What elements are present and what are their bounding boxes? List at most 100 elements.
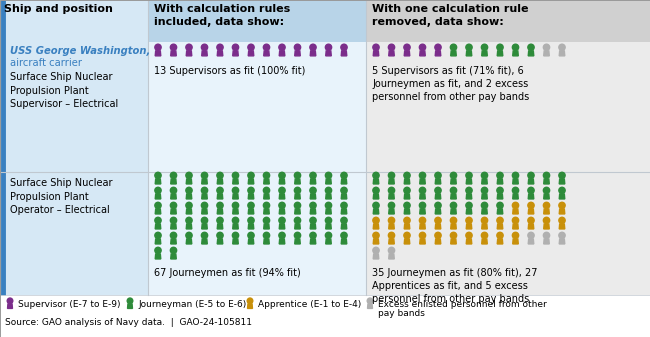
Bar <box>0 42 148 295</box>
Circle shape <box>279 217 285 223</box>
Circle shape <box>217 172 223 179</box>
Polygon shape <box>171 194 176 199</box>
Circle shape <box>186 202 192 209</box>
Polygon shape <box>294 194 300 199</box>
Circle shape <box>341 44 347 51</box>
Circle shape <box>373 232 379 239</box>
Polygon shape <box>186 224 192 229</box>
Circle shape <box>310 217 316 223</box>
Polygon shape <box>310 224 316 229</box>
Circle shape <box>482 44 488 51</box>
Polygon shape <box>155 224 161 229</box>
Circle shape <box>482 187 488 193</box>
Polygon shape <box>528 224 534 229</box>
Polygon shape <box>528 194 534 199</box>
Circle shape <box>373 44 379 51</box>
Circle shape <box>543 172 550 179</box>
Polygon shape <box>543 179 549 184</box>
Circle shape <box>186 172 192 179</box>
Circle shape <box>232 172 239 179</box>
Circle shape <box>497 202 503 209</box>
Text: Excess enlisted personnel from other: Excess enlisted personnel from other <box>378 300 547 309</box>
Circle shape <box>482 217 488 223</box>
Circle shape <box>404 187 410 193</box>
Circle shape <box>435 232 441 239</box>
Polygon shape <box>436 224 441 229</box>
Text: Ship and position: Ship and position <box>4 4 113 14</box>
Polygon shape <box>389 209 395 214</box>
Circle shape <box>450 187 457 193</box>
Circle shape <box>466 202 472 209</box>
Polygon shape <box>233 51 239 56</box>
Polygon shape <box>280 51 285 56</box>
Polygon shape <box>248 179 254 184</box>
Polygon shape <box>341 194 347 199</box>
Polygon shape <box>513 239 518 244</box>
Polygon shape <box>497 51 503 56</box>
Polygon shape <box>294 239 300 244</box>
Circle shape <box>373 187 379 193</box>
Circle shape <box>310 202 316 209</box>
Circle shape <box>202 202 207 209</box>
Circle shape <box>217 232 223 239</box>
Circle shape <box>419 187 426 193</box>
Polygon shape <box>497 194 503 199</box>
Polygon shape <box>450 209 456 214</box>
Circle shape <box>482 172 488 179</box>
Polygon shape <box>559 239 565 244</box>
Circle shape <box>186 187 192 193</box>
Circle shape <box>326 44 332 51</box>
Circle shape <box>466 232 472 239</box>
Circle shape <box>263 44 270 51</box>
Circle shape <box>543 232 550 239</box>
Polygon shape <box>186 51 192 56</box>
Polygon shape <box>341 224 347 229</box>
Circle shape <box>248 232 254 239</box>
Polygon shape <box>466 51 472 56</box>
Polygon shape <box>155 209 161 214</box>
Polygon shape <box>404 51 410 56</box>
Polygon shape <box>294 51 300 56</box>
Circle shape <box>543 187 550 193</box>
Circle shape <box>155 187 161 193</box>
Circle shape <box>217 44 223 51</box>
Polygon shape <box>155 239 161 244</box>
Circle shape <box>310 232 316 239</box>
Polygon shape <box>450 224 456 229</box>
Polygon shape <box>186 209 192 214</box>
Text: Surface Ship Nuclear
Propulsion Plant
Operator – Electrical: Surface Ship Nuclear Propulsion Plant Op… <box>10 178 112 215</box>
Circle shape <box>450 232 457 239</box>
Circle shape <box>482 202 488 209</box>
Circle shape <box>419 202 426 209</box>
Polygon shape <box>528 239 534 244</box>
Polygon shape <box>420 239 425 244</box>
Polygon shape <box>389 224 395 229</box>
Circle shape <box>202 217 207 223</box>
Polygon shape <box>264 239 269 244</box>
Polygon shape <box>310 51 316 56</box>
Circle shape <box>170 247 177 253</box>
Polygon shape <box>404 179 410 184</box>
Circle shape <box>232 202 239 209</box>
Circle shape <box>512 172 519 179</box>
Polygon shape <box>264 51 269 56</box>
Circle shape <box>404 172 410 179</box>
Circle shape <box>388 247 395 253</box>
Polygon shape <box>420 194 425 199</box>
Circle shape <box>155 172 161 179</box>
Circle shape <box>186 44 192 51</box>
Polygon shape <box>280 179 285 184</box>
Polygon shape <box>543 51 549 56</box>
Circle shape <box>294 217 301 223</box>
Circle shape <box>373 217 379 223</box>
Circle shape <box>294 172 301 179</box>
Circle shape <box>155 247 161 253</box>
Circle shape <box>263 202 270 209</box>
Polygon shape <box>186 239 192 244</box>
Circle shape <box>419 172 426 179</box>
Bar <box>0 295 650 337</box>
Circle shape <box>326 232 332 239</box>
Polygon shape <box>326 179 332 184</box>
Circle shape <box>155 232 161 239</box>
Polygon shape <box>326 239 332 244</box>
